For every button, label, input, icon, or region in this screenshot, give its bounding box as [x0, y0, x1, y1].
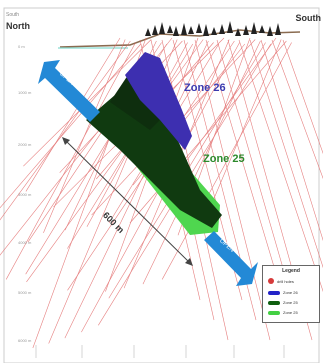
drill-hole — [205, 39, 285, 301]
zone-26 — [125, 52, 192, 150]
tree-icon — [235, 28, 241, 36]
drill-hole — [161, 42, 292, 280]
drill-hole — [25, 37, 121, 192]
depth-label: 5000 m — [18, 290, 32, 295]
tree-icon — [145, 28, 151, 36]
zone-26-label: Zone 26 — [184, 82, 226, 94]
distance-arrow-start — [62, 137, 70, 145]
distance-arrow-end — [185, 258, 193, 266]
tree-icon — [251, 22, 257, 34]
legend-swatch — [268, 300, 280, 305]
legend-swatch — [268, 278, 274, 284]
tree-icon — [227, 21, 233, 33]
legend-swatch — [268, 290, 280, 295]
depth-label: 4000 m — [18, 240, 32, 245]
legend: Legend drill holes Zone 26 Zone 25 Zone … — [262, 265, 320, 323]
tree-icon — [152, 25, 158, 35]
frame — [3, 7, 320, 363]
drill-hole — [282, 39, 323, 155]
north-small-label: South — [6, 12, 20, 18]
tree-icon — [219, 24, 225, 34]
drill-hole — [271, 39, 323, 179]
drill-hole — [260, 39, 323, 242]
drill-hole — [238, 39, 323, 292]
legend-title: Legend — [282, 268, 300, 274]
tree-icon — [181, 23, 187, 35]
legend-swatch — [268, 310, 280, 315]
drill-hole — [142, 40, 261, 285]
drill-hole — [64, 40, 209, 339]
tree-icon — [173, 26, 179, 36]
zone-25-label: Zone 25 — [203, 153, 245, 165]
tree-icon — [196, 23, 202, 33]
north-label: North — [6, 21, 30, 31]
tree-icon — [188, 26, 194, 34]
drill-hole — [26, 39, 204, 283]
legend-item: Zone 26 — [268, 290, 298, 295]
tree-icon — [259, 25, 265, 33]
legend-item: drill holes — [268, 278, 294, 284]
trees — [145, 21, 281, 36]
zone-25-dark — [86, 82, 222, 228]
tree-icon — [211, 27, 217, 35]
depth-label: 1000 m — [18, 90, 32, 95]
legend-item: Zone 25 — [268, 300, 298, 305]
south-label: South — [295, 13, 322, 23]
depth-label: 3000 m — [18, 192, 32, 197]
depth-label: 0 m — [18, 44, 25, 49]
bottom-ticks — [35, 345, 285, 358]
depth-label: 6000 m — [18, 338, 32, 343]
legend-item-label: Zone 25 — [283, 310, 298, 315]
drill-hole — [249, 39, 323, 269]
open-arrow-lower — [204, 231, 258, 286]
open-arrow-upper — [38, 60, 100, 122]
tree-icon — [267, 26, 273, 36]
drill-hole — [194, 39, 271, 341]
drill-hole — [169, 37, 277, 184]
depth-label: 2000 m — [18, 142, 32, 147]
tree-icon — [167, 25, 173, 33]
legend-item-label: Zone 26 — [283, 290, 298, 295]
tree-icon — [159, 22, 165, 34]
tree-icon — [275, 23, 281, 35]
distance-line — [63, 138, 192, 265]
legend-item-label: drill holes — [277, 278, 294, 284]
legend-item-label: Zone 25 — [283, 300, 298, 305]
tree-icon — [243, 25, 249, 35]
tree-icon — [203, 24, 209, 36]
legend-item: Zone 25 — [268, 310, 298, 315]
